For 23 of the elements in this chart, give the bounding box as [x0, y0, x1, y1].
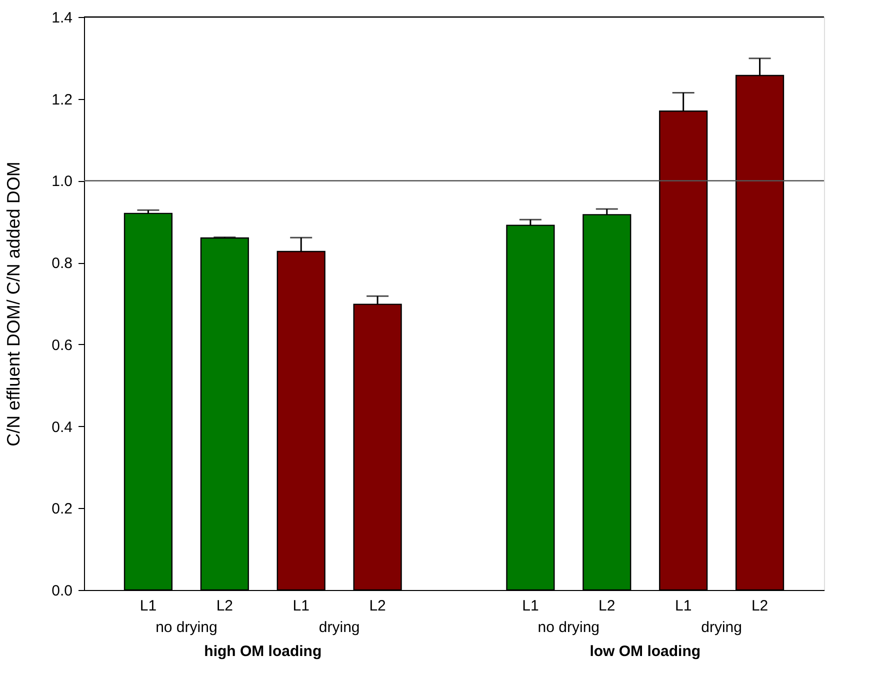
text: high OM loading	[204, 643, 322, 660]
text: drying	[318, 619, 360, 636]
x-tick-label: L1	[522, 598, 539, 614]
y-tick-label: 0.6	[52, 336, 72, 354]
y-tick-label: 0.0	[52, 582, 72, 600]
y-tick-label: 0.8	[52, 255, 72, 272]
text: drying	[701, 619, 742, 636]
x-tick-label: L1	[292, 598, 310, 614]
y-tick-label: 0.2	[52, 500, 72, 518]
text: low OM loading	[590, 643, 701, 660]
x-tick-label: L1	[674, 598, 692, 614]
x-tick-label: L2	[369, 598, 386, 614]
y-axis-title: C/N effluent DOM/ C/N added DOM	[4, 162, 24, 446]
text: no drying	[156, 619, 218, 636]
x-tick-label: L2	[751, 598, 768, 614]
x-tick-label: L2	[598, 598, 616, 614]
y-tick-label: 1.2	[52, 91, 72, 108]
x-tick-label: L2	[216, 598, 234, 614]
y-tick-label: 0.4	[52, 418, 72, 436]
y-tick-label: 1.0	[52, 173, 72, 190]
y-tick-label: 1.4	[52, 10, 72, 26]
x-tick-label: L1	[140, 598, 157, 614]
text: no drying	[538, 619, 600, 636]
